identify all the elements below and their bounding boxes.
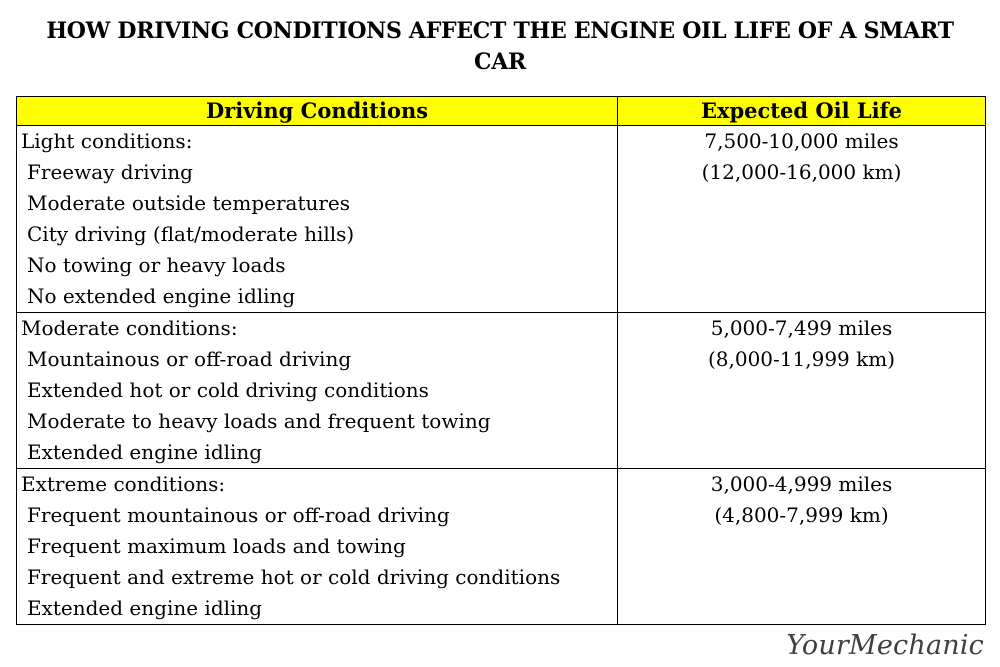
table-row-moderate-conditions: Moderate conditions: Mountainous or off-…: [16, 312, 986, 469]
yourmechanic-logo: YourMechanic: [786, 630, 984, 661]
condition-category: Moderate conditions:: [21, 316, 238, 340]
condition-item: City driving (flat/moderate hills): [27, 222, 355, 246]
table-row-light-conditions: Light conditions: Freeway driving Modera…: [16, 125, 986, 313]
column-header-expected-oil-life: Expected Oil Life: [617, 96, 986, 126]
column-header-driving-conditions: Driving Conditions: [16, 96, 618, 126]
conditions-cell: Light conditions: Freeway driving Modera…: [16, 125, 618, 313]
oil-life-km: (12,000-16,000 km): [701, 160, 902, 184]
condition-item: Frequent maximum loads and towing: [27, 534, 406, 558]
oil-life-cell: 5,000-7,499 miles (8,000-11,999 km): [617, 312, 986, 469]
table-row-extreme-conditions: Extreme conditions: Frequent mountainous…: [16, 468, 986, 625]
oil-life-miles: 7,500-10,000 miles: [704, 129, 899, 153]
oil-life-cell: 7,500-10,000 miles (12,000-16,000 km): [617, 125, 986, 313]
condition-item: Frequent and extreme hot or cold driving…: [27, 565, 561, 589]
condition-item: Moderate to heavy loads and frequent tow…: [27, 409, 491, 433]
oil-life-km: (8,000-11,999 km): [707, 347, 896, 371]
oil-life-cell: 3,000-4,999 miles (4,800-7,999 km): [617, 468, 986, 625]
condition-item: Freeway driving: [27, 160, 193, 184]
conditions-cell: Moderate conditions: Mountainous or off-…: [16, 312, 618, 469]
condition-item: Moderate outside temperatures: [27, 191, 351, 215]
conditions-cell: Extreme conditions: Frequent mountainous…: [16, 468, 618, 625]
condition-category: Extreme conditions:: [21, 472, 226, 496]
oil-life-miles: 3,000-4,999 miles: [710, 472, 893, 496]
condition-item: No extended engine idling: [27, 284, 296, 308]
table-header-row: Driving Conditions Expected Oil Life: [16, 96, 986, 126]
condition-item: Extended engine idling: [27, 596, 263, 620]
condition-item: Mountainous or off-road driving: [27, 347, 352, 371]
oil-life-table: Driving Conditions Expected Oil Life Lig…: [16, 96, 986, 625]
condition-category: Light conditions:: [21, 129, 193, 153]
oil-life-km: (4,800-7,999 km): [714, 503, 889, 527]
page-title: HOW DRIVING CONDITIONS AFFECT THE ENGINE…: [46, 18, 954, 75]
condition-item: No towing or heavy loads: [27, 253, 286, 277]
oil-life-miles: 5,000-7,499 miles: [710, 316, 893, 340]
condition-item: Frequent mountainous or off-road driving: [27, 503, 450, 527]
condition-item: Extended engine idling: [27, 440, 263, 464]
condition-item: Extended hot or cold driving conditions: [27, 378, 429, 402]
